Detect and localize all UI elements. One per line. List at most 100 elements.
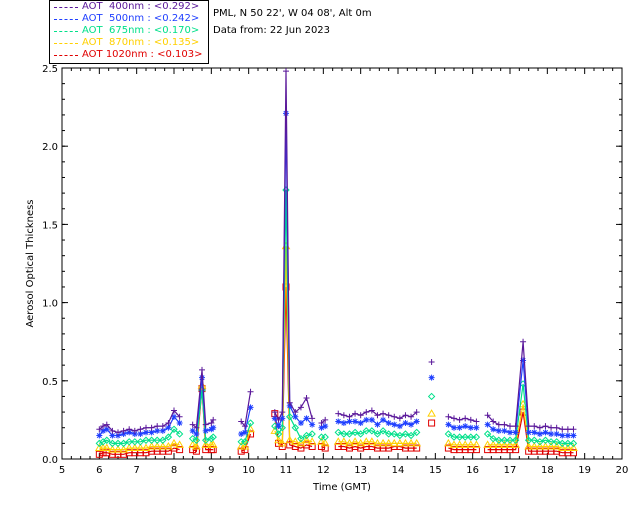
- data-point: [237, 447, 245, 455]
- date-info: Data from: 22 Jun 2023: [213, 25, 331, 36]
- data-point: [389, 438, 399, 447]
- data-point: [484, 421, 491, 428]
- data-point: [120, 430, 127, 437]
- data-point: [290, 437, 300, 445]
- data-point: [444, 430, 453, 438]
- data-point: [285, 435, 295, 444]
- data-point: [303, 415, 310, 422]
- data-point: [408, 421, 415, 428]
- data-point: [339, 437, 349, 445]
- data-point: [159, 423, 166, 430]
- series-line: [274, 246, 313, 445]
- legend-entry: AOT 675nm : <0.170>: [50, 25, 208, 37]
- data-point: [490, 426, 497, 433]
- data-point: [385, 412, 392, 419]
- data-point: [351, 428, 359, 437]
- data-point: [286, 399, 293, 406]
- data-point: [384, 430, 393, 438]
- data-point: [558, 439, 566, 448]
- data-point: [520, 338, 527, 345]
- data-point: [501, 427, 508, 434]
- data-point: [141, 443, 151, 452]
- data-point: [199, 366, 205, 373]
- data-point: [467, 433, 475, 441]
- data-point: [512, 446, 520, 454]
- plot-frame: [61, 67, 623, 460]
- data-point: [171, 407, 177, 414]
- site-info: PML, N 50 22', W 04 08', Alt 0m: [213, 8, 372, 19]
- x-axis-label: Time (GMT): [312, 482, 371, 493]
- data-point: [489, 434, 497, 443]
- data-point: [541, 436, 550, 444]
- x-tick-label: 11: [280, 465, 293, 476]
- data-point: [297, 434, 305, 443]
- data-point: [529, 441, 539, 450]
- data-point: [505, 440, 515, 448]
- data-point: [401, 430, 410, 438]
- data-point: [472, 440, 481, 448]
- data-point: [340, 430, 348, 438]
- data-point: [171, 413, 177, 420]
- data-point: [154, 427, 161, 434]
- data-point: [130, 443, 140, 452]
- legend-entry: AOT 500nm : <0.242>: [50, 13, 208, 25]
- data-point: [322, 423, 329, 430]
- data-point: [193, 424, 200, 431]
- data-point: [557, 443, 567, 452]
- data-point: [189, 421, 196, 428]
- legend-line: [54, 31, 78, 32]
- legend-label: AOT 1020nm : <0.103>: [82, 49, 203, 60]
- data-point: [275, 416, 282, 423]
- data-point: [202, 427, 209, 434]
- data-point: [292, 413, 299, 420]
- data-point: [271, 415, 278, 422]
- legend-entry: AOT 1020nm : <0.103>: [50, 49, 208, 61]
- data-point: [460, 440, 470, 448]
- data-point: [542, 429, 549, 436]
- data-point: [512, 429, 519, 436]
- data-point: [495, 436, 503, 444]
- data-point: [373, 438, 382, 447]
- data-point: [176, 413, 183, 420]
- data-point: [119, 445, 128, 453]
- legend-label: AOT 870nm : <0.135>: [82, 37, 200, 48]
- data-point: [451, 424, 457, 431]
- data-point: [484, 412, 491, 419]
- data-point: [412, 428, 421, 437]
- data-point: [240, 441, 250, 450]
- y-tick-label: 2.0: [42, 142, 58, 153]
- data-point: [352, 418, 359, 425]
- series-line: [98, 409, 181, 434]
- data-point: [501, 421, 508, 428]
- data-point: [286, 402, 293, 409]
- data-point: [241, 438, 249, 446]
- series-line: [274, 71, 313, 422]
- data-point: [536, 438, 544, 446]
- data-point: [335, 410, 342, 417]
- data-point: [136, 438, 145, 446]
- data-point: [378, 438, 388, 447]
- data-point: [413, 409, 420, 416]
- data-point: [542, 423, 549, 430]
- series-line: [338, 441, 417, 445]
- data-point: [303, 395, 310, 402]
- data-point: [275, 423, 282, 430]
- data-point: [189, 427, 196, 434]
- data-point: [456, 424, 463, 431]
- data-point: [368, 416, 375, 423]
- data-point: [559, 432, 566, 439]
- data-point: [308, 442, 316, 450]
- data-point: [113, 445, 123, 453]
- data-point: [346, 418, 353, 425]
- data-point: [277, 438, 287, 447]
- data-point: [467, 424, 474, 431]
- x-tick-label: 5: [59, 465, 65, 476]
- data-point: [115, 432, 121, 439]
- data-point: [208, 440, 218, 448]
- data-point: [401, 438, 410, 447]
- data-point: [473, 418, 480, 425]
- series-line: [274, 189, 313, 440]
- y-tick-label: 1.0: [42, 299, 58, 310]
- data-point: [535, 441, 545, 450]
- data-point: [531, 423, 538, 430]
